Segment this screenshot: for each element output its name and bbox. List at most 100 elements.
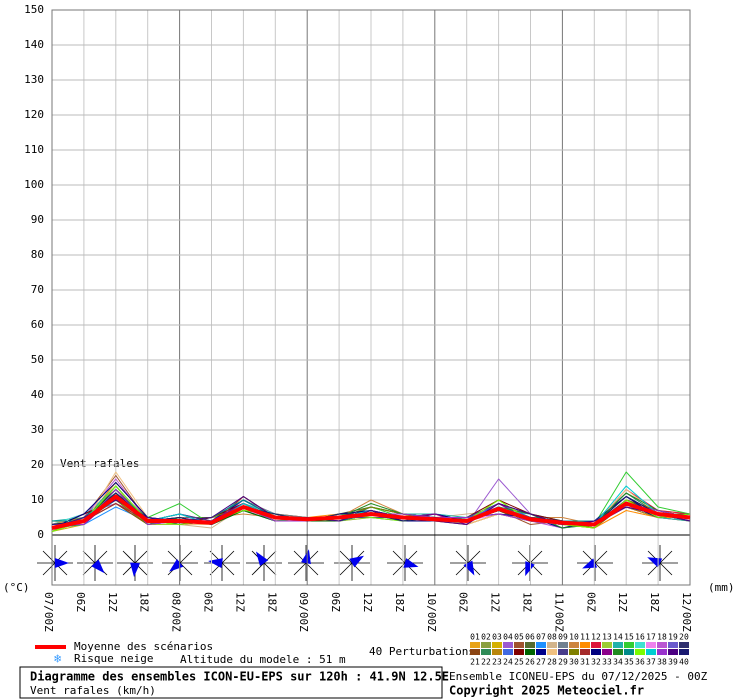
legend-swatch [547, 649, 557, 655]
wind-rose-petal [255, 551, 269, 566]
legend-swatch [624, 642, 634, 648]
annotation: Vent rafales [60, 457, 139, 470]
y-tick-label: 20 [31, 458, 44, 471]
legend-swatch [503, 649, 513, 655]
legend-swatch [624, 649, 634, 655]
y-tick-label: 150 [24, 3, 44, 16]
legend-swatch [679, 649, 689, 655]
wind-rose-petal [349, 555, 365, 568]
legend-label: 37 [646, 658, 656, 667]
legend-swatch [646, 642, 656, 648]
y-tick-label: 60 [31, 318, 44, 331]
snow-icon: ❄ [54, 652, 61, 666]
legend-swatch [547, 642, 557, 648]
y-tick-label: 140 [24, 38, 44, 51]
legend-label: 11 [580, 633, 590, 642]
legend-label: 17 [646, 633, 656, 642]
legend-swatch [558, 649, 568, 655]
legend-label: 36 [635, 658, 645, 667]
y-tick-label: 50 [31, 353, 44, 366]
legend-swatch [514, 649, 524, 655]
legend-label: 15 [624, 633, 634, 642]
legend-swatch [536, 642, 546, 648]
x-tick-label: 06Z [202, 592, 215, 612]
legend-label: 40 [679, 658, 689, 667]
x-tick-label: 12Z [106, 592, 119, 612]
legend-label: 20 [679, 633, 689, 642]
legend-label: 01 [470, 633, 480, 642]
mean-line [51, 494, 691, 530]
legend-swatch [569, 642, 579, 648]
y-tick-label: 80 [31, 248, 44, 261]
wind-rose-petal [463, 560, 475, 576]
legend-swatch [635, 642, 645, 648]
legend-label: 08 [547, 633, 557, 642]
legend-label: 30 [569, 658, 579, 667]
legend-swatch [613, 642, 623, 648]
legend-swatch [558, 642, 568, 648]
legend-swatch [525, 649, 535, 655]
x-tick-label: 18Z [138, 592, 151, 612]
legend-swatch [668, 649, 678, 655]
y-tick-label: 30 [31, 423, 44, 436]
legend-swatch [481, 642, 491, 648]
perturbations-label: 40 Perturbations [369, 645, 475, 658]
wind-rose-petal [525, 561, 535, 577]
legend-label: 04 [503, 633, 513, 642]
wind-rose-petal [91, 559, 105, 574]
legend-swatch [635, 649, 645, 655]
mean-legend-text: Moyenne des scénarios [74, 640, 213, 653]
x-tick-label: 12/00Z [680, 592, 693, 632]
wind-rose-petal [130, 562, 140, 577]
legend-swatch [668, 642, 678, 648]
legend-label: 39 [668, 658, 678, 667]
legend-label: 14 [613, 633, 623, 642]
legend-swatch [602, 649, 612, 655]
wind-rose-petal [301, 549, 311, 565]
legend-label: 26 [525, 658, 535, 667]
legend-label: 21 [470, 658, 480, 667]
legend-swatch [481, 649, 491, 655]
legend-swatch [503, 642, 513, 648]
x-tick-label: 12Z [616, 592, 629, 612]
x-tick-label: 12Z [361, 592, 374, 612]
legend-swatch [591, 649, 601, 655]
legend-label: 33 [602, 658, 612, 667]
legend-swatch [602, 642, 612, 648]
snow-legend: Risque neige [74, 652, 153, 665]
legend-swatch [470, 649, 480, 655]
legend-label: 22 [481, 658, 491, 667]
legend-swatch [591, 642, 601, 648]
x-tick-label: 18Z [648, 592, 661, 612]
legend-label: 07 [536, 633, 546, 642]
legend-label: 35 [624, 658, 634, 667]
right-unit: (mm) [708, 581, 735, 594]
wind-rose-petal [403, 558, 419, 568]
legend-label: 32 [591, 658, 601, 667]
legend-label: 29 [558, 658, 568, 667]
x-tick-label: 06Z [329, 592, 342, 612]
x-tick-label: 18Z [393, 592, 406, 612]
legend-label: 03 [492, 633, 502, 642]
legend-swatch [613, 649, 623, 655]
legend-label: 24 [503, 658, 513, 667]
legend-swatch [470, 642, 480, 648]
legend-label: 28 [547, 658, 557, 667]
altitude-note: Altitude du modele : 51 m [180, 653, 346, 666]
legend-swatch [525, 642, 535, 648]
y-axis-label: Vent rafales (km/h) [30, 684, 156, 697]
y-tick-label: 110 [24, 143, 44, 156]
y-tick-label: 0 [37, 528, 44, 541]
legend-label: 02 [481, 633, 491, 642]
chart-title: Diagramme des ensembles ICON-EU-EPS sur … [30, 670, 449, 684]
x-tick-label: 07/00Z [42, 592, 55, 632]
x-tick-label: 18Z [521, 592, 534, 612]
legend-swatch [569, 649, 579, 655]
x-tick-label: 12Z [233, 592, 246, 612]
x-tick-label: 10/00Z [425, 592, 438, 632]
legend-label: 27 [536, 658, 546, 667]
legend-swatch [492, 642, 502, 648]
legend-swatch [679, 642, 689, 648]
legend-swatch [492, 649, 502, 655]
